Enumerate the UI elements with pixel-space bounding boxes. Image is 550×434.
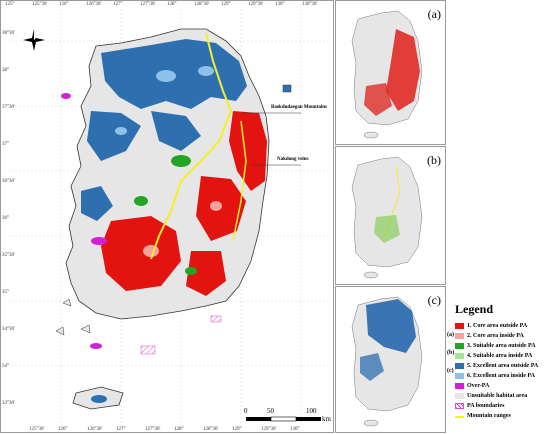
legend-item-4: 4. Suitable area inside PA <box>455 352 550 361</box>
legend-item-2: 2. Core area inside PA <box>455 332 550 341</box>
lon-bottom-9: 130° <box>290 427 300 432</box>
legend-label-3: 3. Suitable area outside PA <box>467 343 536 349</box>
lat-left-9: 34° <box>2 364 9 369</box>
legend-title: Legend <box>455 302 494 316</box>
lon-top-8: 129° <box>221 2 231 7</box>
lon-top-4: 127° <box>113 2 123 7</box>
lon-top-5: 127°30' <box>140 2 156 7</box>
scale-label-0: 0 <box>244 407 248 415</box>
legend-group-b: (b) <box>447 350 455 356</box>
scale-bar <box>246 416 321 422</box>
lon-bottom-1: 126° <box>58 427 68 432</box>
lat-left-3: 37° <box>2 142 9 147</box>
legend-label-8: Unsuitable habitat area <box>467 393 528 399</box>
lon-bottom-3: 127° <box>116 427 126 432</box>
legend-swatch-3 <box>455 343 464 349</box>
legend-swatch-7 <box>455 383 464 389</box>
legend-label-7: Over-PA <box>467 383 490 389</box>
korea-peninsula-map <box>11 9 331 426</box>
compass-rose-icon <box>23 29 45 51</box>
lon-top-3: 126°30' <box>86 2 102 7</box>
legend-item-1: 1. Core area outside PA <box>455 322 550 331</box>
inset-label-b: (b) <box>427 153 441 167</box>
annotation-nakdong: Nakdong veins <box>277 157 309 162</box>
legend-label-5: 5. Excellent area outside PA <box>467 363 539 369</box>
nakdong-range <box>232 120 247 242</box>
legend-swatch-10 <box>455 416 464 418</box>
lon-bottom-4: 127°30' <box>145 427 161 432</box>
legend-item-6: 6. Excellent area inside PA <box>455 372 550 381</box>
lat-left-1: 38° <box>2 68 9 73</box>
legend-swatch-1 <box>455 323 464 329</box>
legend-label-1: 1. Core area outside PA <box>467 323 528 329</box>
lat-left-4: 36°30' <box>2 179 15 184</box>
annotation-baekdudaegan: Baekdudaegan Mountains <box>271 105 327 110</box>
lon-top-11: 130°30' <box>302 2 318 7</box>
legend-item-5: 5. Excellent area outside PA <box>455 362 550 371</box>
scale-label-100: 100 <box>306 407 317 415</box>
legend-item-9: PA boundaries <box>455 402 550 411</box>
legend-label-10: Mountain ranges <box>467 413 511 419</box>
lat-left-6: 35°30' <box>2 253 15 258</box>
legend-label-2: 2. Core area inside PA <box>467 333 524 339</box>
inset-map-a: (a) <box>335 0 446 145</box>
legend-swatch-9 <box>455 403 464 409</box>
legend-item-3: 3. Suitable area outside PA <box>455 342 550 351</box>
legend-item-10: Mountain ranges <box>455 412 550 421</box>
scale-unit: km <box>322 415 331 423</box>
legend-label-9: PA boundaries <box>467 403 505 409</box>
lon-bottom-5: 128° <box>174 427 184 432</box>
legend-label-4: 4. Suitable area inside PA <box>467 353 533 359</box>
lon-top-9: 129°30' <box>248 2 264 7</box>
lon-bottom-7: 129° <box>232 427 242 432</box>
lat-left-7: 35° <box>2 290 9 295</box>
legend: Legend (a) (b) (c) 1. Core area outside … <box>447 300 550 433</box>
main-map: 125° 125°30' 126° 126°30' 127° 127°30' 128° 128… <box>0 0 334 433</box>
scale-label-50: 50 <box>267 407 274 415</box>
legend-swatch-4 <box>455 353 464 359</box>
lon-top-1: 125°30' <box>32 2 48 7</box>
inset-map-c: (c) <box>335 286 446 433</box>
inset-map-b: (b) <box>335 146 446 285</box>
inset-label-c: (c) <box>427 293 441 307</box>
legend-label-6: 6. Excellent area inside PA <box>467 373 535 379</box>
lon-top-2: 126° <box>59 2 69 7</box>
lat-left-0: 38°30' <box>2 31 15 36</box>
legend-group-c: (c) <box>447 368 454 374</box>
lon-bottom-2: 126°30' <box>87 427 103 432</box>
lat-left-8: 34°30' <box>2 327 15 332</box>
lat-left-5: 36° <box>2 216 9 221</box>
lon-top-10: 130° <box>275 2 285 7</box>
lon-bottom-8: 129°30' <box>261 427 277 432</box>
legend-swatch-8 <box>455 393 464 399</box>
lon-top-6: 128° <box>167 2 177 7</box>
legend-group-a: (a) <box>447 332 454 338</box>
legend-swatch-2 <box>455 333 464 339</box>
legend-swatch-6 <box>455 373 464 379</box>
legend-swatch-5 <box>455 363 464 369</box>
lat-left-2: 37°30' <box>2 105 15 110</box>
legend-item-8: Unsuitable habitat area <box>455 392 550 401</box>
lon-top-7: 128°30' <box>194 2 210 7</box>
baekdudaegan-range <box>150 32 233 260</box>
lat-left-10: 33°30' <box>2 401 15 406</box>
legend-item-7: Over-PA <box>455 382 550 391</box>
lon-bottom-6: 128°30' <box>203 427 219 432</box>
inset-label-a: (a) <box>427 7 441 21</box>
lon-bottom-0: 125°30' <box>29 427 45 432</box>
lon-top-0: 125° <box>5 2 15 7</box>
